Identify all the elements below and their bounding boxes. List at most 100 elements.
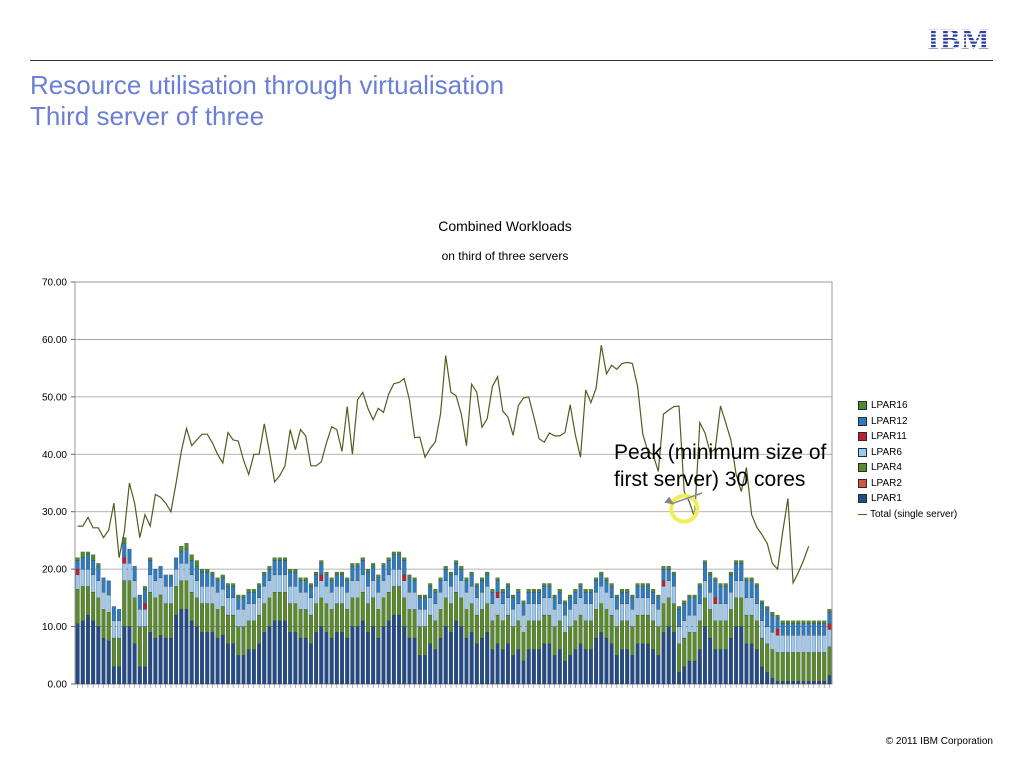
bar-lpar1 — [754, 649, 759, 685]
bar-lpar12 — [822, 623, 827, 636]
bar-lpar12 — [526, 591, 531, 604]
bar-lpar12 — [500, 591, 505, 604]
bar-lpar1 — [293, 632, 298, 685]
bar-lpar16 — [547, 583, 552, 587]
bar-lpar12 — [210, 574, 215, 587]
bar-lpar12 — [573, 591, 578, 604]
bar-lpar12 — [241, 597, 246, 610]
bar-lpar1 — [308, 643, 313, 685]
bar-lpar16 — [454, 560, 459, 564]
bar-lpar6 — [552, 609, 557, 627]
bar-lpar4 — [101, 609, 106, 639]
bar-lpar16 — [340, 571, 345, 576]
bar-lpar1 — [542, 643, 547, 685]
bar-lpar1 — [718, 649, 723, 685]
bar-lpar4 — [718, 620, 723, 650]
bar-lpar1 — [495, 643, 500, 685]
bar-lpar6 — [661, 586, 666, 604]
legend-swatch — [858, 478, 867, 488]
bar-lpar1 — [796, 681, 801, 685]
bar-lpar12 — [365, 571, 370, 587]
bar-lpar12 — [827, 612, 832, 624]
bar-lpar16 — [796, 620, 801, 624]
bar-lpar1 — [801, 681, 806, 685]
bar-lpar16 — [645, 583, 650, 587]
bar-lpar1 — [303, 637, 308, 685]
bar-lpar16 — [355, 563, 360, 567]
bar-lpar1 — [640, 643, 645, 685]
bar-lpar4 — [200, 603, 205, 633]
bar-lpar1 — [490, 649, 495, 685]
bar-lpar1 — [625, 649, 630, 685]
bar-lpar4 — [682, 637, 687, 667]
bar-lpar16 — [386, 557, 391, 561]
bar-lpar12 — [599, 574, 604, 587]
bar-lpar6 — [106, 594, 111, 613]
legend-item: LPAR12 — [858, 414, 957, 430]
bar-lpar6 — [677, 626, 682, 644]
bar-lpar6 — [132, 580, 137, 598]
bar-lpar11 — [775, 629, 780, 636]
bar-lpar1 — [106, 640, 111, 685]
bar-lpar12 — [516, 591, 521, 604]
bar-lpar4 — [500, 620, 505, 650]
bar-lpar16 — [480, 577, 485, 581]
bar-lpar1 — [267, 626, 272, 685]
bar-lpar6 — [360, 574, 365, 593]
bar-lpar1 — [91, 620, 96, 685]
bar-lpar12 — [537, 591, 542, 604]
bar-lpar6 — [272, 574, 277, 593]
bar-lpar1 — [702, 626, 707, 685]
bar-lpar1 — [143, 666, 147, 685]
bar-lpar12 — [262, 574, 267, 587]
bar-lpar16 — [262, 571, 267, 576]
bar-lpar4 — [262, 603, 267, 633]
bar-lpar16 — [801, 620, 806, 624]
bar-lpar6 — [412, 591, 417, 610]
bar-lpar16 — [407, 574, 412, 578]
bar-lpar1 — [516, 649, 521, 685]
bar-lpar6 — [80, 569, 85, 587]
bar-lpar6 — [314, 586, 319, 604]
bar-lpar6 — [500, 603, 505, 621]
bar-lpar16 — [422, 594, 427, 598]
bar-lpar6 — [329, 591, 334, 610]
bar-lpar1 — [651, 649, 656, 685]
bar-lpar16 — [791, 620, 796, 624]
bar-lpar6 — [319, 580, 324, 598]
bar-lpar1 — [407, 637, 412, 685]
bar-lpar6 — [246, 603, 251, 621]
bar-lpar6 — [671, 586, 676, 604]
bar-lpar12 — [749, 580, 754, 598]
peak-arrowhead — [664, 496, 675, 505]
bar-lpar4 — [526, 620, 531, 650]
bar-lpar12 — [174, 557, 179, 570]
bar-lpar11 — [402, 574, 407, 581]
bar-lpar4 — [225, 614, 230, 644]
bar-lpar6 — [505, 597, 510, 616]
bar-lpar6 — [687, 614, 692, 633]
bar-lpar12 — [448, 574, 453, 587]
bar-lpar4 — [251, 620, 256, 650]
bar-lpar12 — [101, 577, 106, 593]
bar-lpar4 — [236, 626, 241, 656]
bar-lpar6 — [806, 635, 811, 653]
bar-lpar1 — [225, 643, 230, 685]
bar-lpar1 — [324, 632, 329, 685]
bar-lpar6 — [334, 586, 339, 604]
bar-lpar6 — [754, 603, 759, 621]
bar-lpar6 — [340, 586, 345, 604]
bar-lpar12 — [459, 569, 464, 581]
bar-lpar4 — [85, 586, 90, 616]
bar-lpar16 — [718, 583, 723, 587]
bar-lpar6 — [96, 580, 101, 598]
bar-lpar16 — [469, 571, 474, 576]
bar-lpar16 — [433, 589, 438, 593]
bar-lpar4 — [505, 614, 510, 644]
bar-lpar16 — [511, 594, 516, 598]
bar-lpar12 — [692, 597, 697, 616]
bar-lpar6 — [713, 603, 718, 621]
bar-lpar4 — [537, 620, 542, 650]
bar-lpar4 — [417, 626, 422, 656]
bar-lpar4 — [277, 591, 282, 621]
